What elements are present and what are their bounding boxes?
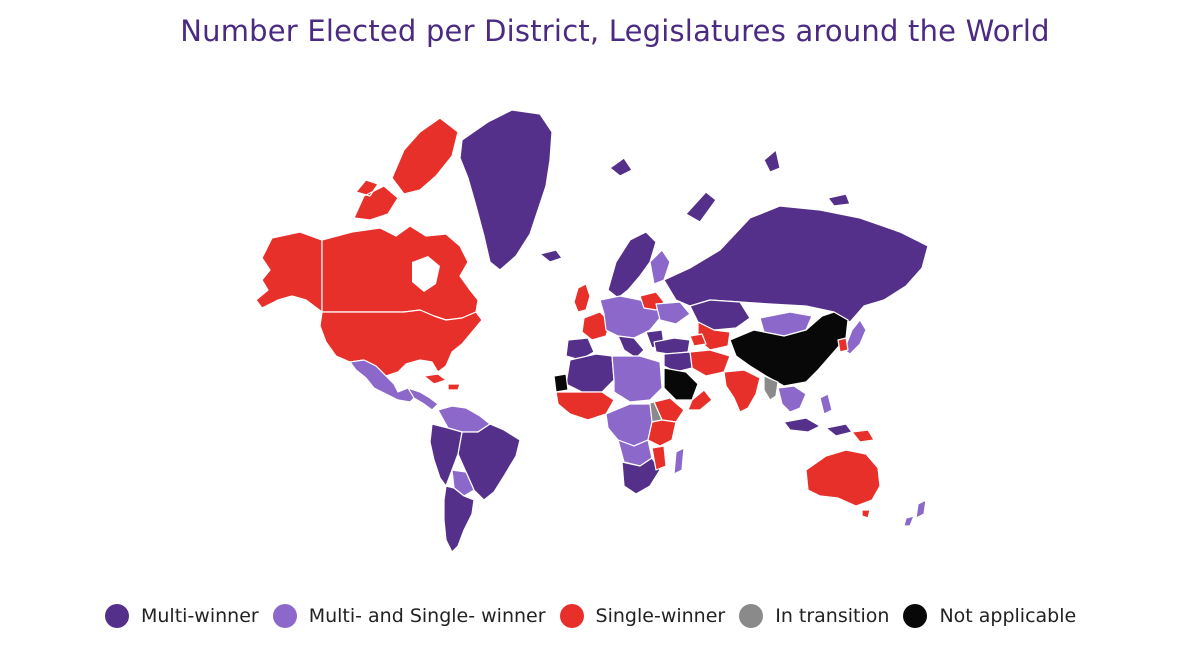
papua-region [851,429,875,443]
southern-cone [443,485,475,553]
southern-africa [621,457,661,495]
finland-region [649,249,671,285]
map-legend: Multi-winner Multi- and Single- winner S… [105,602,1090,630]
madagascar-region [673,447,685,475]
turkey-region [653,337,691,355]
india-region [723,369,761,413]
mozambique-region [651,445,667,471]
swatch-single-winner [559,604,584,628]
arctic-islands-asia [609,149,851,223]
bolivia-paraguay [451,469,475,497]
legend-label: Not applicable [939,605,1077,627]
canada-arctic-islands [353,117,459,221]
legend-label: In transition [775,605,890,627]
korea-region [837,337,849,353]
new-zealand-region [903,499,927,527]
iceland-region [539,249,563,263]
usa-region [319,309,483,377]
swatch-mixed [272,604,297,628]
legend-item-single-winner: Single-winner [559,604,726,628]
central-america [407,387,439,411]
caucasus-region [689,333,707,347]
indonesia-region [783,417,853,437]
canada-region [321,225,479,321]
legend-label: Multi-winner [141,605,259,627]
philippines-region [819,393,833,415]
caribbean-islands [423,373,461,391]
ukraine-region [655,301,691,325]
tasmania-region [861,509,871,519]
south-asia-transition [763,375,779,401]
legend-item-mixed: Multi- and Single- winner [272,604,546,628]
legend-item-not-applicable: Not applicable [903,604,1076,628]
swatch-in-transition [739,604,764,628]
north-africa-west [565,353,615,393]
levant-iraq [663,351,693,373]
legend-item-in-transition: In transition [739,604,889,628]
legend-label: Single-winner [595,605,726,627]
alaska-region [255,231,323,313]
west-africa-coast [555,391,615,421]
scandinavia-region [607,231,657,299]
map-title: Number Elected per District, Legislature… [180,14,1050,48]
france-region [581,311,611,341]
central-africa [605,403,653,447]
southeast-asia [777,385,807,413]
north-africa-central [611,355,663,403]
east-africa [647,419,677,447]
greenland-region [459,109,553,271]
legend-label: Multi- and Single- winner [308,605,546,627]
uk-region [573,283,591,313]
australia-region [805,449,881,507]
saudi-arabia-region [663,367,699,401]
swatch-multi-winner [105,604,129,628]
swatch-not-applicable [903,604,928,628]
legend-item-multi-winner: Multi-winner [105,604,259,628]
arabian-south [687,389,713,411]
sahel-region [553,373,569,393]
andes-region [429,423,463,487]
hudson-bay [412,256,440,292]
